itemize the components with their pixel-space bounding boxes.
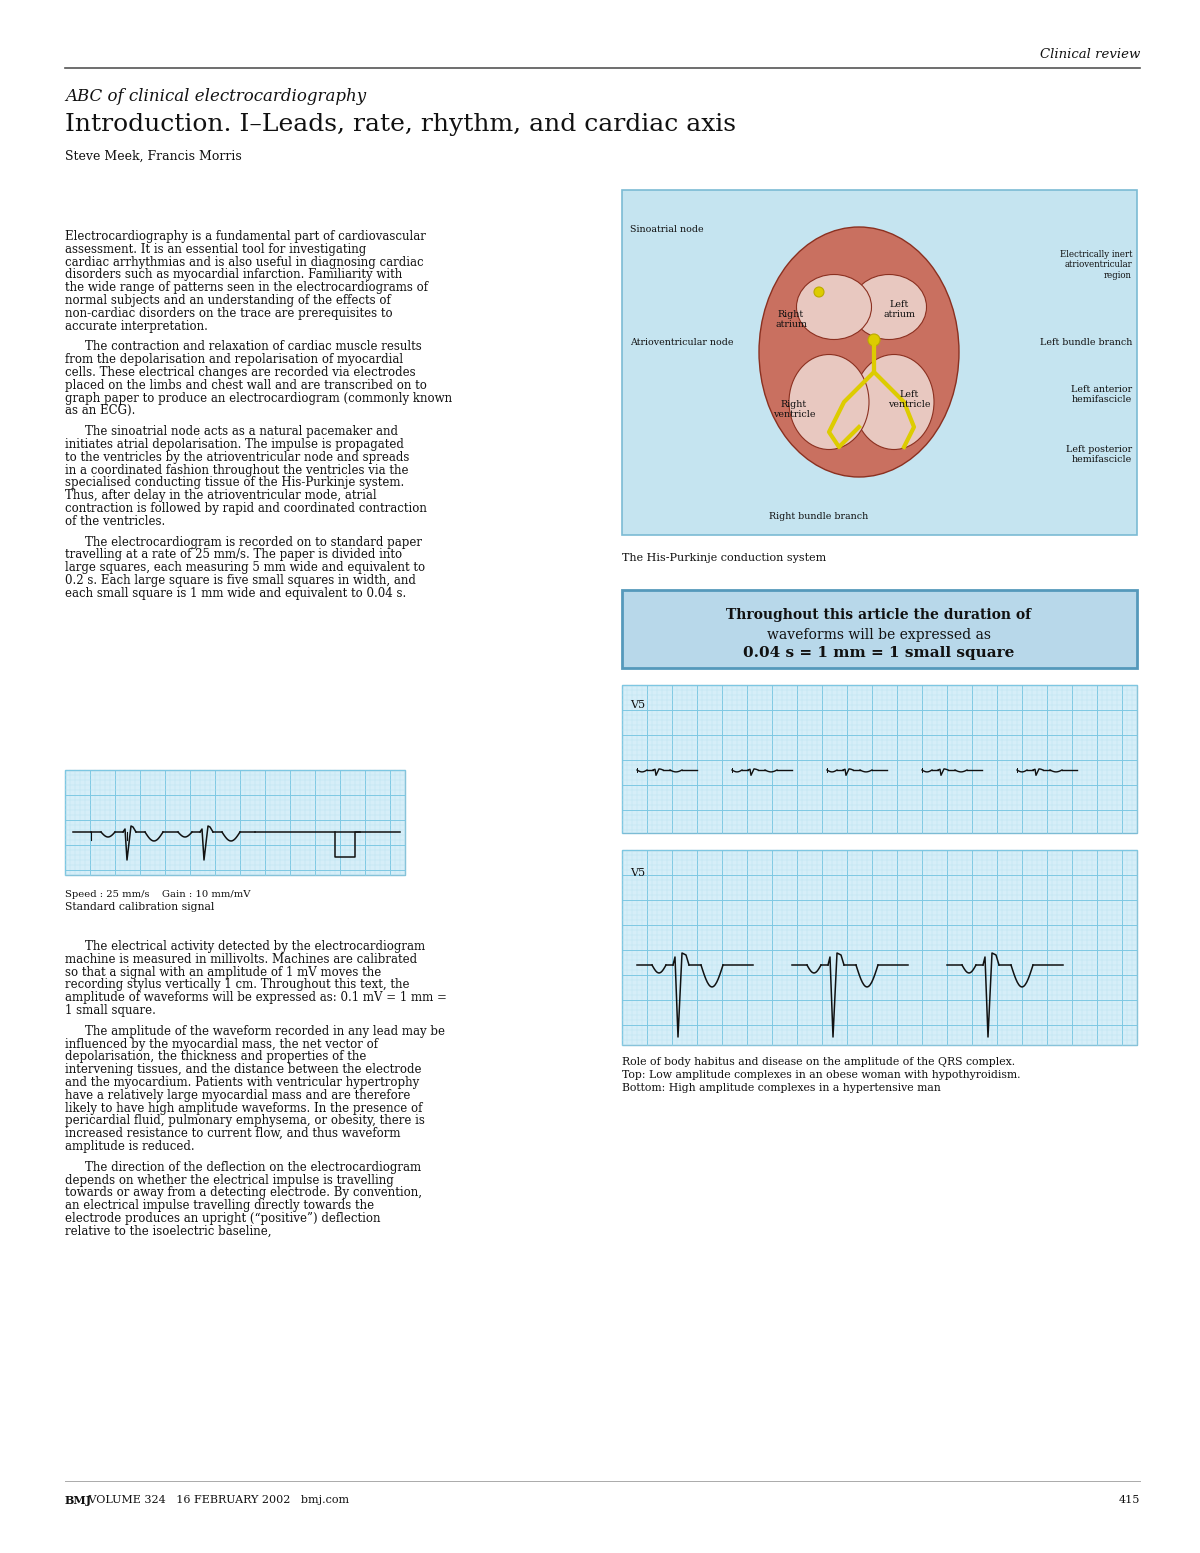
Text: from the depolarisation and repolarisation of myocardial: from the depolarisation and repolarisati… (65, 353, 403, 367)
Text: The amplitude of the waveform recorded in any lead may be: The amplitude of the waveform recorded i… (85, 1025, 445, 1037)
Text: BMJ: BMJ (65, 1496, 92, 1506)
Text: V5: V5 (630, 868, 646, 877)
Text: VOLUME 324   16 FEBRUARY 2002   bmj.com: VOLUME 324 16 FEBRUARY 2002 bmj.com (85, 1496, 349, 1505)
Text: V5: V5 (630, 700, 646, 710)
Text: Clinical review: Clinical review (1039, 48, 1140, 61)
Text: The electrocardiogram is recorded on to standard paper: The electrocardiogram is recorded on to … (85, 536, 422, 548)
Text: relative to the isoelectric baseline,: relative to the isoelectric baseline, (65, 1225, 271, 1238)
Text: The electrical activity detected by the electrocardiogram: The electrical activity detected by the … (85, 940, 425, 954)
Text: travelling at a rate of 25 mm/s. The paper is divided into: travelling at a rate of 25 mm/s. The pap… (65, 548, 402, 561)
Text: The direction of the deflection on the electrocardiogram: The direction of the deflection on the e… (85, 1160, 421, 1174)
Text: Role of body habitus and disease on the amplitude of the QRS complex.: Role of body habitus and disease on the … (622, 1058, 1015, 1067)
Text: cardiac arrhythmias and is also useful in diagnosing cardiac: cardiac arrhythmias and is also useful i… (65, 256, 424, 269)
Ellipse shape (790, 354, 869, 449)
Text: graph paper to produce an electrocardiogram (commonly known: graph paper to produce an electrocardiog… (65, 391, 452, 405)
Text: The His-Purkinje conduction system: The His-Purkinje conduction system (622, 553, 827, 564)
Text: cells. These electrical changes are recorded via electrodes: cells. These electrical changes are reco… (65, 367, 415, 379)
Text: of the ventricles.: of the ventricles. (65, 514, 166, 528)
Text: 415: 415 (1118, 1496, 1140, 1505)
Text: Introduction. I–Leads, rate, rhythm, and cardiac axis: Introduction. I–Leads, rate, rhythm, and… (65, 113, 736, 137)
Text: Right
atrium: Right atrium (775, 311, 808, 329)
Text: 0.2 s. Each large square is five small squares in width, and: 0.2 s. Each large square is five small s… (65, 575, 416, 587)
Text: each small square is 1 mm wide and equivalent to 0.04 s.: each small square is 1 mm wide and equiv… (65, 587, 407, 599)
Text: influenced by the myocardial mass, the net vector of: influenced by the myocardial mass, the n… (65, 1037, 378, 1050)
Text: intervening tissues, and the distance between the electrode: intervening tissues, and the distance be… (65, 1064, 421, 1076)
Ellipse shape (868, 334, 880, 346)
Text: initiates atrial depolarisation. The impulse is propagated: initiates atrial depolarisation. The imp… (65, 438, 404, 450)
Text: depolarisation, the thickness and properties of the: depolarisation, the thickness and proper… (65, 1050, 366, 1064)
Text: Throughout this article the duration of: Throughout this article the duration of (726, 609, 1032, 623)
Text: have a relatively large myocardial mass and are therefore: have a relatively large myocardial mass … (65, 1089, 410, 1101)
Text: non-cardiac disorders on the trace are prerequisites to: non-cardiac disorders on the trace are p… (65, 307, 392, 320)
Text: in a coordinated fashion throughout the ventricles via the: in a coordinated fashion throughout the … (65, 464, 408, 477)
Text: The contraction and relaxation of cardiac muscle results: The contraction and relaxation of cardia… (85, 340, 421, 354)
Text: normal subjects and an understanding of the effects of: normal subjects and an understanding of … (65, 294, 391, 307)
Ellipse shape (797, 275, 871, 340)
Text: increased resistance to current flow, and thus waveform: increased resistance to current flow, an… (65, 1127, 401, 1140)
Text: Left anterior
hemifascicle: Left anterior hemifascicle (1070, 385, 1132, 404)
Text: accurate interpretation.: accurate interpretation. (65, 320, 208, 332)
Text: Sinoatrial node: Sinoatrial node (630, 225, 703, 235)
Bar (622, 590, 1138, 668)
Text: 1 small square.: 1 small square. (65, 1003, 156, 1017)
Bar (622, 849, 1138, 1045)
Text: large squares, each measuring 5 mm wide and equivalent to: large squares, each measuring 5 mm wide … (65, 561, 425, 575)
Ellipse shape (852, 275, 926, 340)
Text: depends on whether the electrical impulse is travelling: depends on whether the electrical impuls… (65, 1174, 394, 1186)
Text: so that a signal with an amplitude of 1 mV moves the: so that a signal with an amplitude of 1 … (65, 966, 382, 978)
Text: Atrioventricular node: Atrioventricular node (630, 339, 733, 346)
Text: as an ECG).: as an ECG). (65, 404, 136, 418)
Text: machine is measured in millivolts. Machines are calibrated: machine is measured in millivolts. Machi… (65, 954, 418, 966)
Text: Top: Low amplitude complexes in an obese woman with hypothyroidism.: Top: Low amplitude complexes in an obese… (622, 1070, 1020, 1079)
Text: Steve Meek, Francis Morris: Steve Meek, Francis Morris (65, 151, 241, 163)
Text: electrode produces an upright (“positive”) deflection: electrode produces an upright (“positive… (65, 1211, 380, 1225)
Text: waveforms will be expressed as: waveforms will be expressed as (767, 627, 991, 641)
Ellipse shape (760, 227, 959, 477)
Text: Left posterior
hemifascicle: Left posterior hemifascicle (1066, 446, 1132, 464)
Bar (622, 189, 1138, 534)
Text: Standard calibration signal: Standard calibration signal (65, 902, 215, 912)
Text: amplitude is reduced.: amplitude is reduced. (65, 1140, 194, 1152)
Text: assessment. It is an essential tool for investigating: assessment. It is an essential tool for … (65, 242, 366, 256)
Text: pericardial fluid, pulmonary emphysema, or obesity, there is: pericardial fluid, pulmonary emphysema, … (65, 1115, 425, 1127)
Text: Speed : 25 mm/s    Gain : 10 mm/mV: Speed : 25 mm/s Gain : 10 mm/mV (65, 890, 251, 899)
Text: and the myocardium. Patients with ventricular hypertrophy: and the myocardium. Patients with ventri… (65, 1076, 419, 1089)
Text: specialised conducting tissue of the His-Purkinje system.: specialised conducting tissue of the His… (65, 477, 404, 489)
Text: Electrically inert
atrioventricular
region: Electrically inert atrioventricular regi… (1060, 250, 1132, 280)
Text: to the ventricles by the atrioventricular node and spreads: to the ventricles by the atrioventricula… (65, 450, 409, 464)
Text: Right
ventricle: Right ventricle (773, 401, 815, 419)
Text: Left bundle branch: Left bundle branch (1039, 339, 1132, 346)
Text: likely to have high amplitude waveforms. In the presence of: likely to have high amplitude waveforms.… (65, 1101, 422, 1115)
Text: disorders such as myocardial infarction. Familiarity with: disorders such as myocardial infarction.… (65, 269, 402, 281)
Ellipse shape (814, 287, 824, 297)
Text: placed on the limbs and chest wall and are transcribed on to: placed on the limbs and chest wall and a… (65, 379, 427, 391)
Text: Left
ventricle: Left ventricle (888, 390, 930, 410)
Text: Thus, after delay in the atrioventricular mode, atrial: Thus, after delay in the atrioventricula… (65, 489, 377, 502)
Text: The sinoatrial node acts as a natural pacemaker and: The sinoatrial node acts as a natural pa… (85, 426, 398, 438)
Text: recording stylus vertically 1 cm. Throughout this text, the: recording stylus vertically 1 cm. Throug… (65, 978, 409, 991)
Text: Electrocardiography is a fundamental part of cardiovascular: Electrocardiography is a fundamental par… (65, 230, 426, 242)
Text: an electrical impulse travelling directly towards the: an electrical impulse travelling directl… (65, 1199, 374, 1213)
Text: Bottom: High amplitude complexes in a hypertensive man: Bottom: High amplitude complexes in a hy… (622, 1082, 941, 1093)
Text: amplitude of waveforms will be expressed as: 0.1 mV = 1 mm =: amplitude of waveforms will be expressed… (65, 991, 446, 1005)
Text: Right bundle branch: Right bundle branch (769, 512, 869, 520)
Text: towards or away from a detecting electrode. By convention,: towards or away from a detecting electro… (65, 1186, 422, 1199)
Text: contraction is followed by rapid and coordinated contraction: contraction is followed by rapid and coo… (65, 502, 427, 516)
Text: 0.04 s = 1 mm = 1 small square: 0.04 s = 1 mm = 1 small square (743, 646, 1015, 660)
Text: ABC of clinical electrocardiography: ABC of clinical electrocardiography (65, 89, 366, 106)
Text: the wide range of patterns seen in the electrocardiograms of: the wide range of patterns seen in the e… (65, 281, 428, 294)
Bar (65, 770, 406, 874)
Text: Left
atrium: Left atrium (883, 300, 916, 320)
Ellipse shape (854, 354, 934, 449)
Bar (622, 685, 1138, 832)
